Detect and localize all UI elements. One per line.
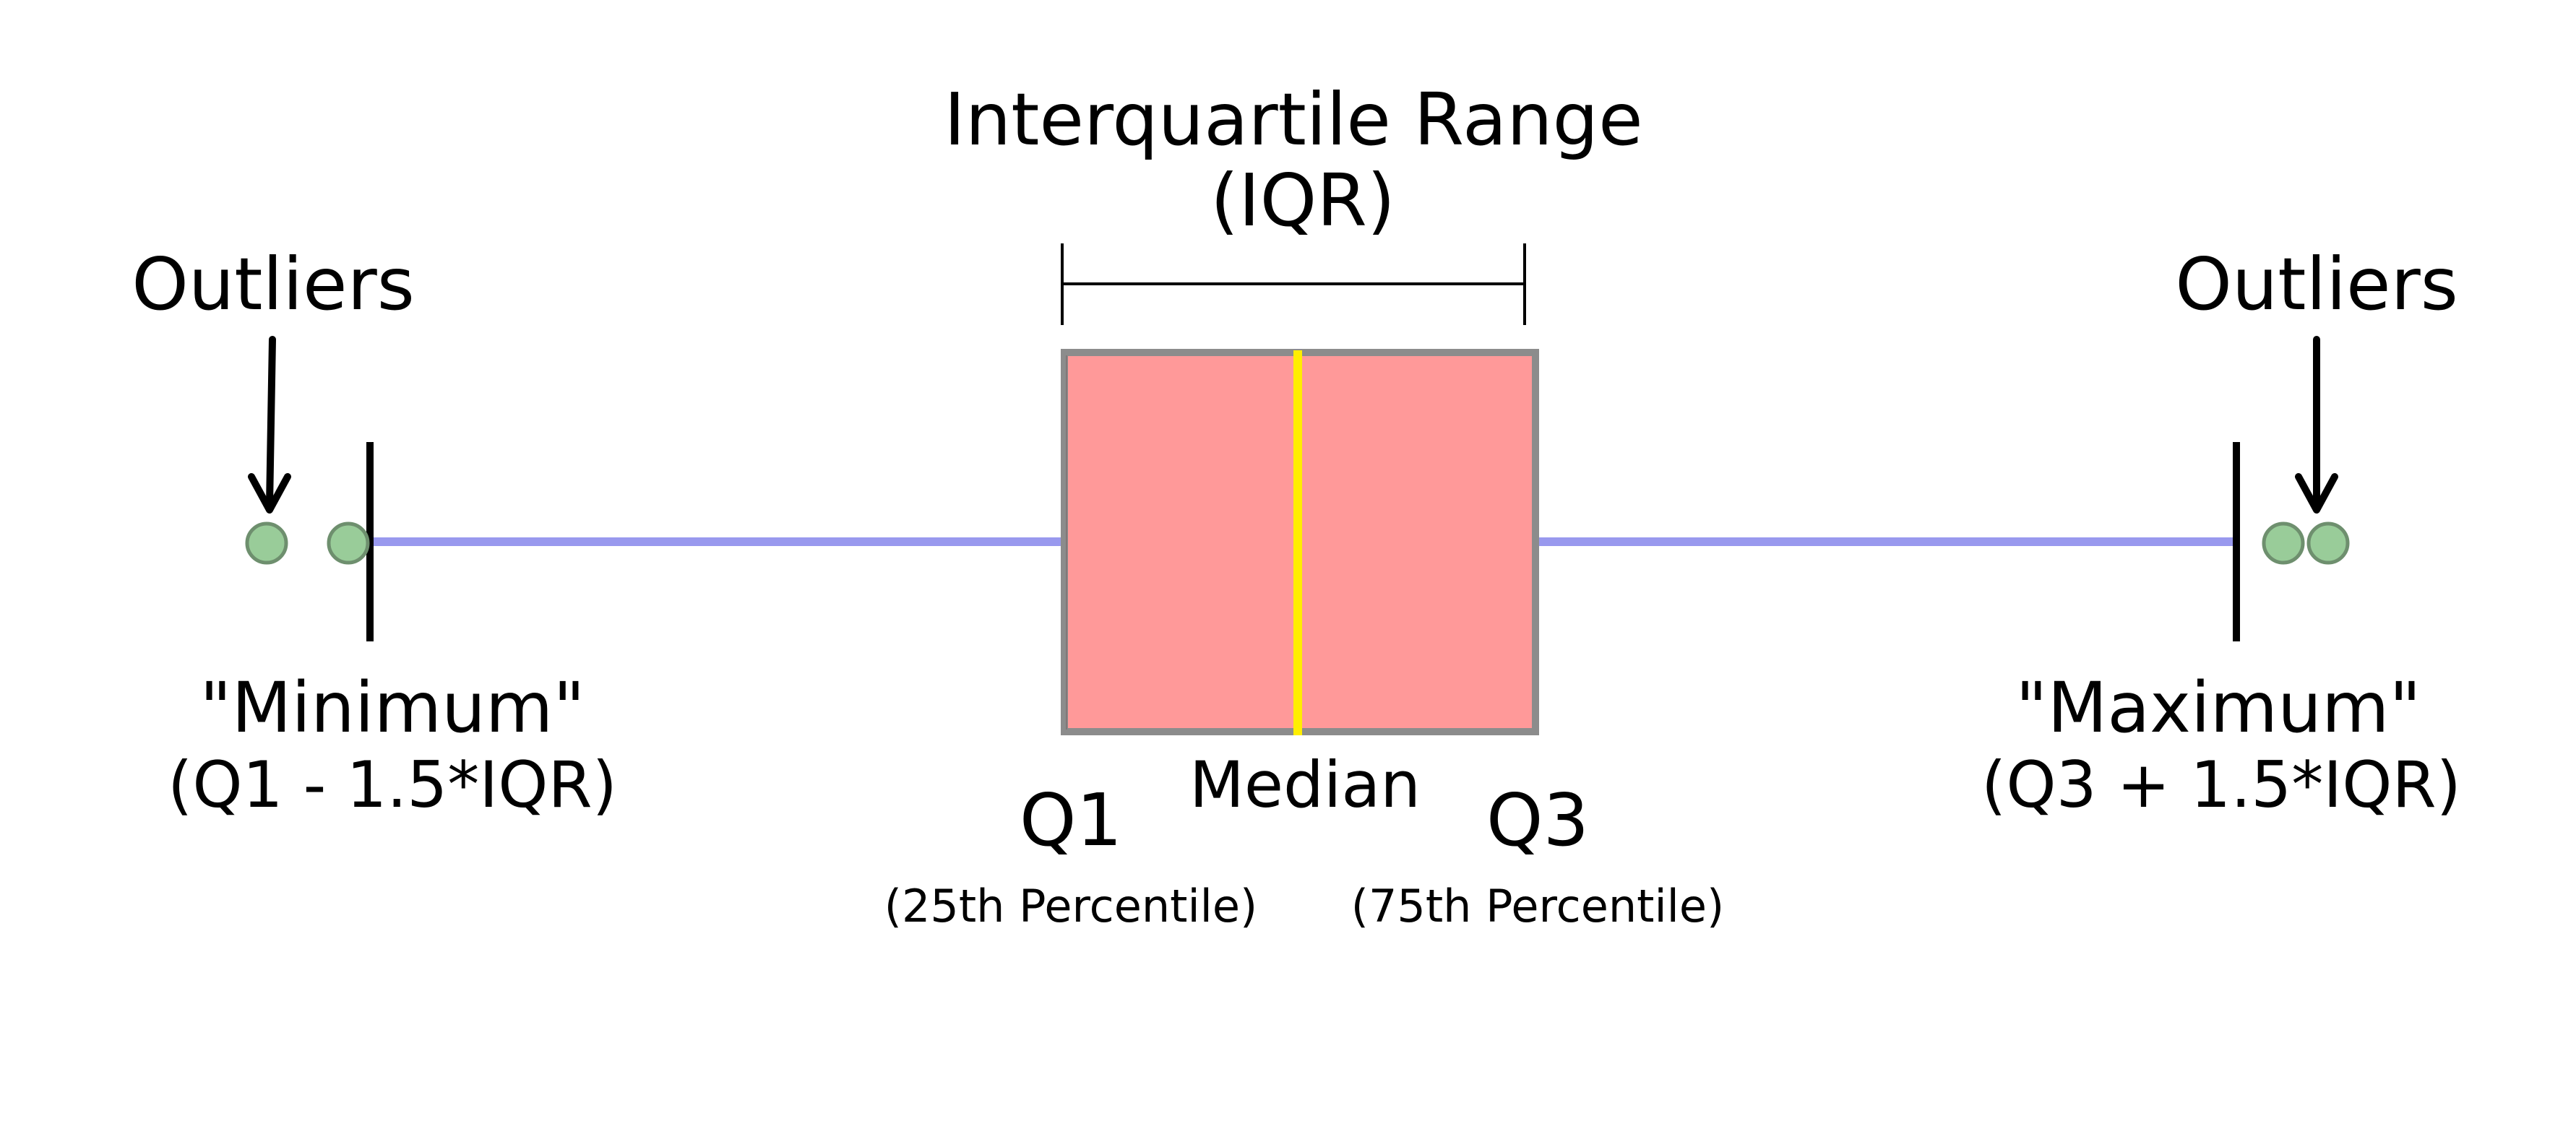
outlier-point	[327, 521, 370, 565]
outliers-right-arrow-icon	[2295, 336, 2338, 514]
maximum-formula: (Q3 + 1.5*IQR)	[1981, 748, 2461, 822]
outliers-left-arrow-icon	[248, 336, 291, 514]
median-label: Median	[1189, 748, 1421, 822]
outliers-left-label: Outliers	[132, 242, 415, 326]
outliers-right-label: Outliers	[2175, 242, 2458, 326]
iqr-title-line1: Interquartile Range	[944, 77, 1642, 162]
outlier-point	[2262, 521, 2305, 565]
iqr-bracket	[1061, 243, 1526, 325]
minimum-label: "Minimum"	[199, 667, 585, 748]
q1-label: Q1	[1020, 778, 1122, 862]
q3-sublabel: (75th Percentile)	[1351, 880, 1724, 932]
minimum-formula: (Q1 - 1.5*IQR)	[168, 748, 617, 822]
q3-label: Q3	[1486, 778, 1589, 862]
maximum-label: "Maximum"	[2015, 667, 2421, 748]
q1-sublabel: (25th Percentile)	[884, 880, 1257, 932]
outlier-points	[245, 521, 2350, 565]
outlier-point	[245, 521, 288, 565]
iqr-title-line2: (IQR)	[1210, 158, 1395, 243]
outlier-point	[2306, 521, 2350, 565]
